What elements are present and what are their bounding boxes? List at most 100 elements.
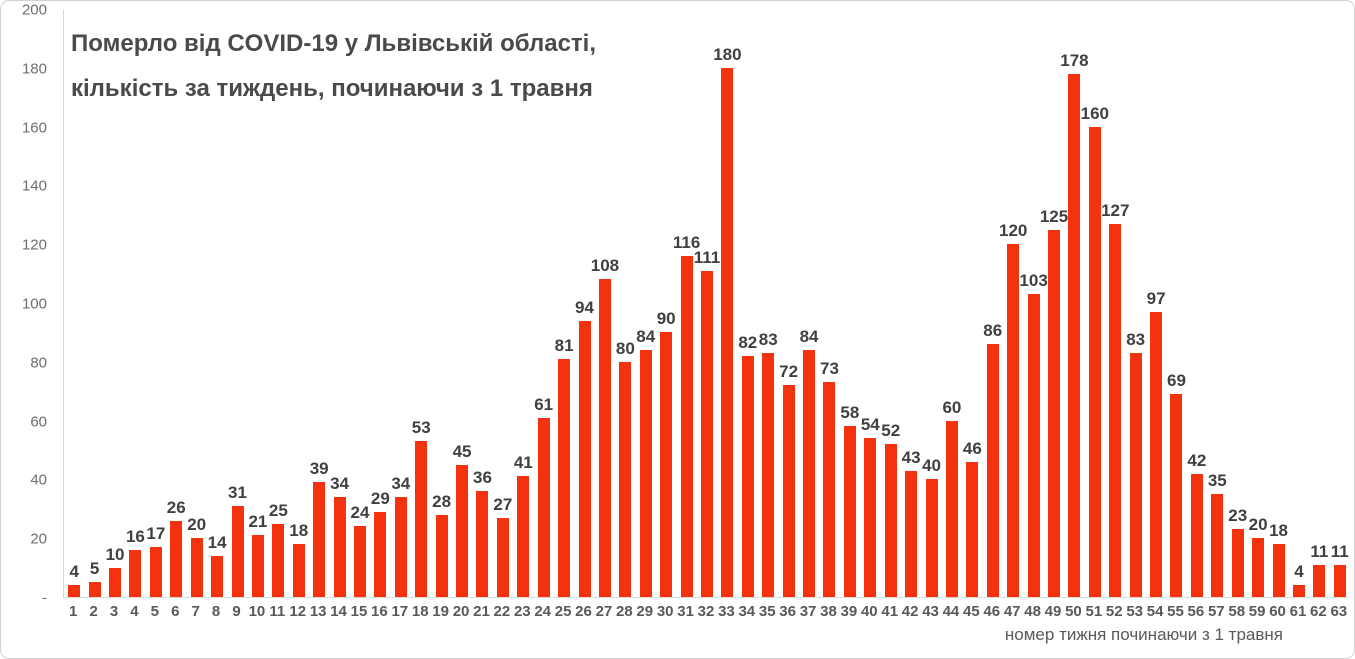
bar (660, 332, 673, 597)
x-tick-label: 59 (1248, 603, 1266, 620)
bar-label: 160 (1080, 103, 1110, 123)
bar-label: 25 (268, 500, 288, 520)
x-tick-label: 14 (330, 603, 347, 620)
bar-label: 84 (636, 327, 656, 347)
x-tick-label: 49 (1044, 603, 1062, 620)
bar-label: 4 (69, 562, 79, 582)
bar (374, 511, 387, 597)
bar (945, 420, 958, 597)
x-tick-label: 38 (820, 603, 837, 620)
bar (333, 497, 346, 597)
x-tick-label: 61 (1289, 603, 1307, 620)
bar (782, 385, 795, 597)
bar (313, 482, 326, 597)
bar (435, 514, 448, 597)
bar (353, 526, 366, 597)
x-tick-label: 44 (942, 603, 960, 620)
y-tick-label: 180 (21, 60, 47, 78)
bar-label: 14 (207, 532, 227, 552)
bar-label: 29 (370, 488, 390, 508)
bar-label: 17 (146, 524, 166, 544)
x-tick-label: 28 (616, 603, 633, 620)
bar-label: 34 (330, 474, 350, 494)
bar-label: 54 (860, 415, 880, 435)
bar (211, 555, 224, 597)
bar-label: 4 (1294, 562, 1304, 582)
bar-label: 94 (575, 297, 594, 317)
x-tick-label: 55 (1167, 603, 1184, 620)
bar (1170, 394, 1183, 597)
x-tick-label: 22 (493, 603, 511, 620)
bar (1252, 538, 1265, 597)
x-tick-label: 45 (963, 603, 980, 620)
x-tick-label: 8 (211, 603, 221, 620)
bar (537, 417, 550, 597)
x-tick-label: 5 (150, 603, 160, 620)
x-tick-label: 60 (1269, 603, 1286, 620)
bar-label: 35 (1207, 471, 1227, 491)
x-tick-label: 33 (718, 603, 735, 620)
y-tick-label: 80 (30, 354, 47, 372)
x-tick-label: 2 (89, 603, 98, 620)
x-tick-label: 53 (1126, 603, 1143, 620)
x-tick-label: 24 (534, 603, 552, 620)
bar (578, 320, 591, 597)
x-tick-label: 31 (677, 603, 694, 620)
y-tick-label: 160 (21, 119, 47, 137)
x-tick-label: 19 (432, 603, 449, 620)
bar (1088, 126, 1101, 597)
bar-label: 21 (248, 512, 268, 532)
bar-label: 46 (962, 438, 982, 458)
bar (231, 505, 244, 597)
x-tick-label: 29 (636, 603, 654, 620)
bar (1109, 223, 1122, 597)
x-tick-label: 18 (411, 603, 429, 620)
x-tick-label: 63 (1330, 603, 1348, 620)
bar-label: 127 (1101, 200, 1130, 220)
x-tick-label: 57 (1207, 603, 1225, 620)
bar (1211, 494, 1224, 597)
bar-label: 69 (1167, 371, 1186, 391)
bar-label: 20 (1248, 515, 1268, 535)
x-tick-label: 16 (371, 603, 388, 620)
bar (68, 585, 81, 597)
x-tick-label: 48 (1024, 603, 1041, 620)
bar (1333, 564, 1346, 597)
bar (456, 464, 469, 597)
x-tick-label: 25 (554, 603, 572, 620)
x-tick-label: 21 (473, 603, 490, 620)
x-tick-label: 7 (191, 603, 200, 620)
bar (272, 523, 285, 597)
x-tick-label: 47 (1003, 603, 1021, 620)
x-tick-label: 26 (575, 603, 592, 620)
bar (884, 444, 897, 597)
bar-label: 180 (713, 44, 742, 64)
bar (1190, 473, 1203, 597)
bar (251, 535, 264, 597)
x-tick-label: 9 (232, 603, 241, 620)
bar (1129, 352, 1142, 597)
bar-label: 16 (125, 526, 145, 546)
bar-label: 60 (942, 397, 962, 417)
x-tick-label: 41 (881, 603, 899, 620)
x-tick-label: 15 (350, 603, 368, 620)
y-tick-label: 40 (30, 471, 47, 489)
chart-title-line2: кількість за тиждень, починаючи з 1 трав… (71, 75, 593, 102)
x-tick-label: 58 (1228, 603, 1246, 620)
bar (190, 538, 203, 597)
bar-label: 40 (922, 456, 941, 476)
bar-label: 5 (89, 559, 100, 579)
bar-label: 116 (672, 232, 701, 252)
y-tick-label: - (42, 589, 47, 607)
x-tick-label: 6 (171, 603, 180, 620)
bar (558, 358, 571, 597)
bar (129, 549, 142, 597)
bar (415, 441, 428, 597)
bar (1048, 229, 1061, 597)
bar (721, 67, 734, 597)
bar-label: 90 (656, 309, 676, 329)
x-tick-label: 17 (391, 603, 409, 620)
bar-label: 80 (615, 338, 635, 358)
bar-label: 53 (411, 418, 431, 438)
bar-label: 83 (1126, 329, 1146, 349)
